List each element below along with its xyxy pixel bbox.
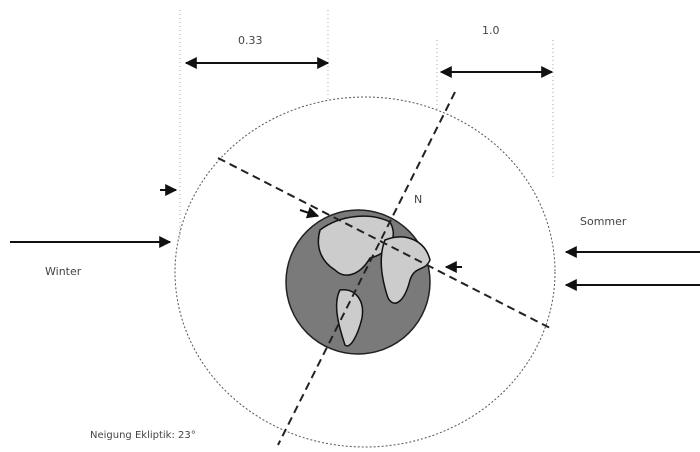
north-label: N (414, 193, 422, 206)
arrows (10, 57, 700, 291)
ecliptic-line (217, 157, 551, 329)
orbit (174, 96, 556, 448)
distance-label: 1.0 (482, 24, 500, 37)
axis-line (277, 91, 456, 446)
guides (179, 10, 554, 240)
tilt-label: Neigung Ekliptik: 23° (90, 430, 196, 441)
winter-label: Winter (45, 265, 82, 278)
distance-label: 0.33 (238, 34, 263, 47)
earth (285, 209, 431, 355)
summer-label: Sommer (580, 215, 627, 228)
